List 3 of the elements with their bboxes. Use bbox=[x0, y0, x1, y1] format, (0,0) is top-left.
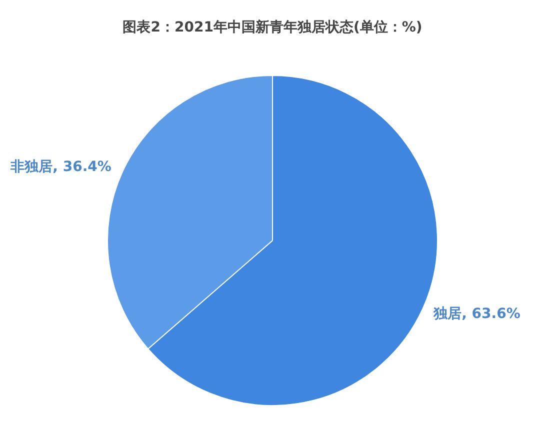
slice-label: 独居, 63.6% bbox=[432, 306, 520, 322]
chart-title: 图表2：2021年中国新青年独居状态(单位：%) bbox=[122, 18, 422, 36]
slice-label: 非独居, 36.4% bbox=[10, 159, 112, 176]
